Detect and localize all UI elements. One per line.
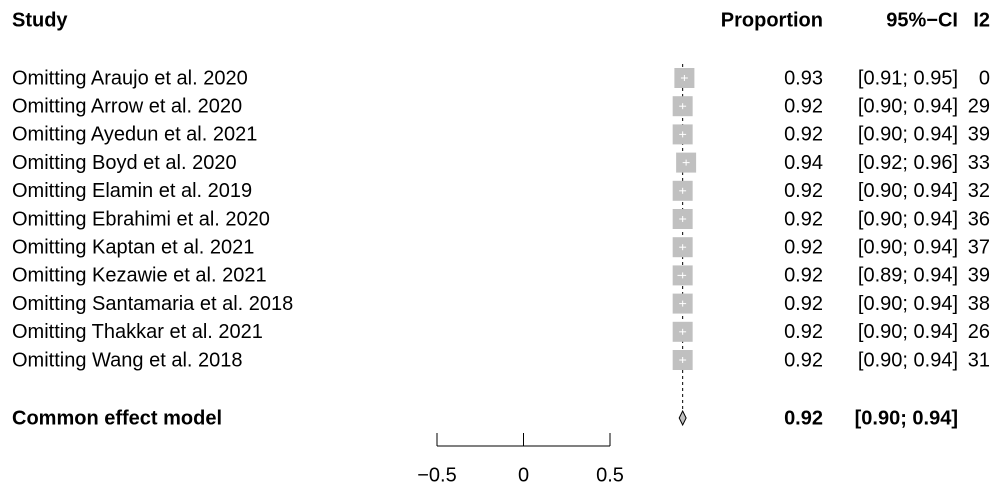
study-label: Omitting Kezawie et al. 2021 [12,265,267,287]
i2-value: 31 [968,349,990,371]
proportion-value: 0.92 [784,293,823,315]
proportion-value: 0.94 [784,152,823,174]
study-label: Omitting Wang et al. 2018 [12,349,243,371]
study-label: Omitting Boyd et al. 2020 [12,152,237,174]
i2-value: 26 [968,321,990,343]
proportion-value: 0.92 [784,349,823,371]
ci-label: [0.89; 0.94] [858,265,958,287]
pooled-ci: [0.90; 0.94] [855,407,958,429]
study-label: Omitting Araujo et al. 2020 [12,67,248,89]
i2-value: 37 [968,236,990,258]
pooled-diamond [678,409,687,427]
ci-label: [0.90; 0.94] [858,293,958,315]
i2-value: 39 [968,124,990,146]
x-tick-label: 0.5 [596,464,624,486]
i2-value: 33 [968,152,990,174]
proportion-value: 0.92 [784,180,823,202]
study-label: Omitting Ebrahimi et al. 2020 [12,208,270,230]
proportion-value: 0.92 [784,208,823,230]
study-label: Omitting Thakkar et al. 2021 [12,321,263,343]
pooled-value: 0.92 [784,407,823,429]
proportion-value: 0.92 [784,124,823,146]
study-label: Omitting Arrow et al. 2020 [12,95,242,117]
study-label: Omitting Elamin et al. 2019 [12,180,252,202]
i2-value: 29 [968,95,990,117]
ci-label: [0.90; 0.94] [858,208,958,230]
i2-header: I2 [973,9,990,31]
ci-label: [0.91; 0.95] [858,67,958,89]
i2-value: 36 [968,208,990,230]
study-label: Omitting Ayedun et al. 2021 [12,124,257,146]
ci-label: [0.90; 0.94] [858,236,958,258]
study-header: Study [12,9,68,31]
ci-label: [0.90; 0.94] [858,95,958,117]
proportion-value: 0.92 [784,95,823,117]
proportion-value: 0.92 [784,321,823,343]
study-label: Omitting Santamaria et al. 2018 [12,293,293,315]
i2-value: 38 [968,293,990,315]
study-label: Omitting Kaptan et al. 2021 [12,236,254,258]
pooled-label: Common effect model [12,407,222,429]
proportion-value: 0.92 [784,265,823,287]
i2-value: 39 [968,265,990,287]
proportion-value: 0.93 [784,67,823,89]
i2-value: 0 [979,67,990,89]
ci-label: [0.90; 0.94] [858,180,958,202]
ci-label: [0.92; 0.96] [858,152,958,174]
ci-label: [0.90; 0.94] [858,124,958,146]
proportion-header: Proportion [721,9,823,31]
proportion-value: 0.92 [784,236,823,258]
i2-value: 32 [968,180,990,202]
ci-label: [0.90; 0.94] [858,321,958,343]
x-tick-label: −0.5 [417,464,456,486]
ci-label: [0.90; 0.94] [858,349,958,371]
x-tick-label: 0 [518,464,529,486]
ci-header: 95%−CI [886,9,958,31]
